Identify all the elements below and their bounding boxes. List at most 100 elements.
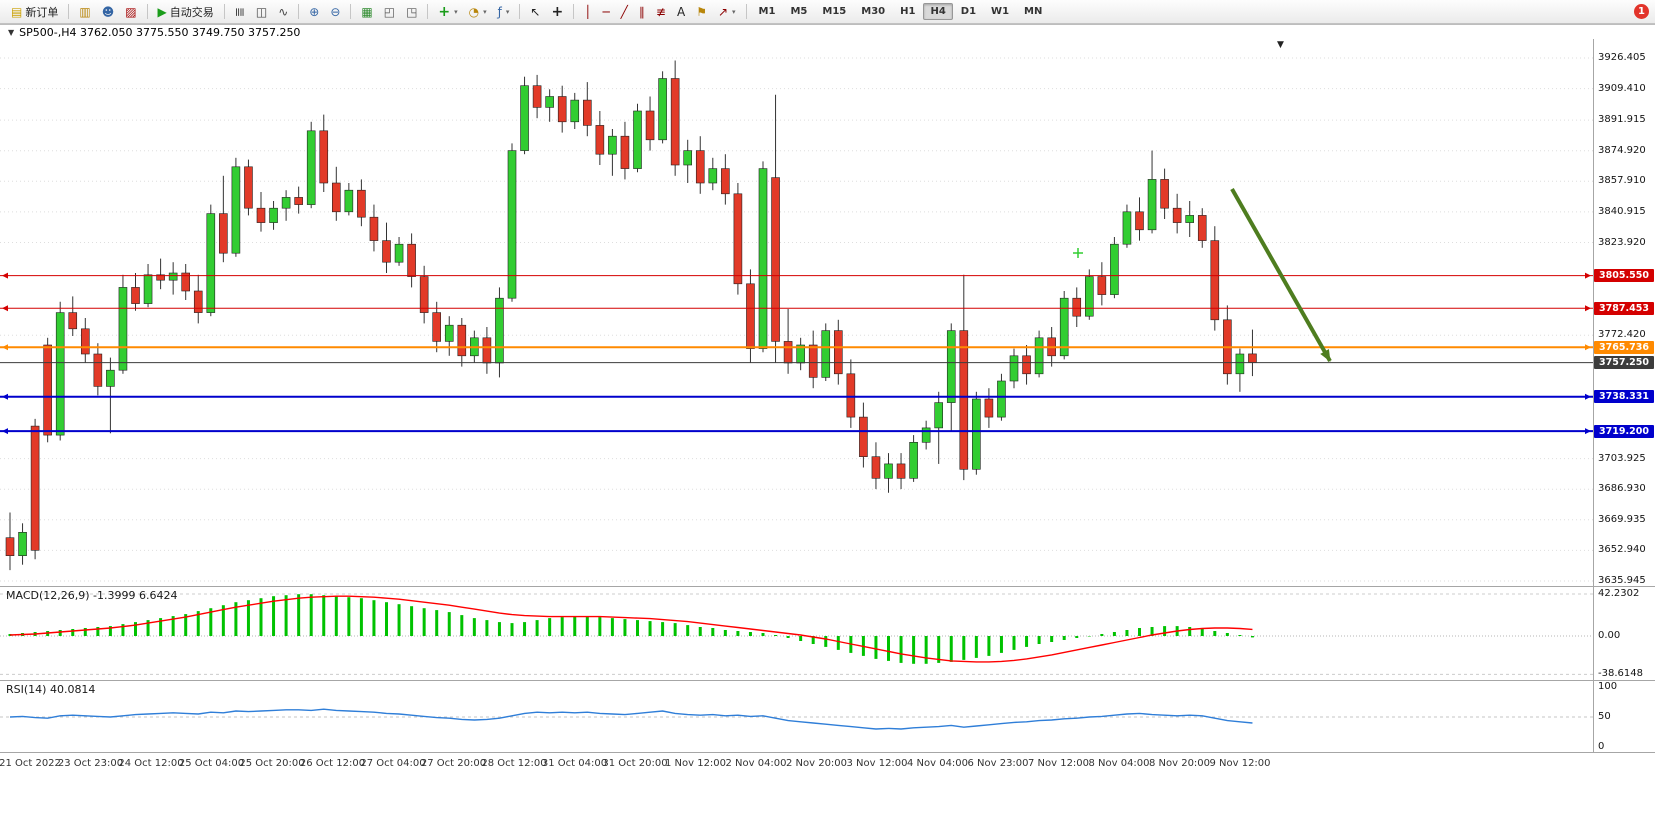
price-axis-label: 3857.910 <box>1598 175 1646 187</box>
channel-button[interactable]: ∥ <box>634 2 650 21</box>
dropdown-caret-icon: ▾ <box>483 7 487 16</box>
arrange-windows-button[interactable]: ◳ <box>401 2 422 21</box>
news-icon: ▨ <box>125 4 137 19</box>
fibonacci-button[interactable]: ≢ <box>651 2 671 21</box>
timeframe-m1[interactable]: M1 <box>758 6 776 17</box>
price-badge: 3719.200 <box>1594 424 1654 438</box>
text-button[interactable]: A <box>672 2 690 21</box>
new-chart-button[interactable]: + ▾ <box>433 2 462 21</box>
charts-icon: ▥ <box>79 4 91 19</box>
time-axis-label: 6 Nov 23:00 <box>967 758 1029 769</box>
vertical-line-icon: │ <box>584 4 592 19</box>
macd-scale[interactable]: 42.2302 0.00 -38.6148 <box>1593 586 1655 680</box>
news-button[interactable]: ▨ <box>120 2 141 21</box>
vertical-line-button[interactable]: │ <box>579 2 596 21</box>
toolbar-separator <box>427 4 429 19</box>
timeframe-m5[interactable]: M5 <box>790 6 808 17</box>
charts-button[interactable]: ▥ <box>74 2 95 21</box>
cursor-button[interactable]: ↖ <box>525 2 545 21</box>
rsi-axis-label: 50 <box>1598 711 1611 722</box>
line-chart-icon: ∿ <box>278 4 289 19</box>
tile-windows-button[interactable]: ▦ <box>356 2 377 21</box>
time-axis-label: 7 Nov 12:00 <box>1027 758 1090 769</box>
price-scale[interactable]: 3926.405 3909.410 3891.915 3874.920 3857.910… <box>1593 39 1655 586</box>
line-end-arrow-icon <box>2 393 8 400</box>
indicators-button[interactable]: ƒ ▾ <box>493 2 515 21</box>
timeframe-h4[interactable]: H4 <box>923 3 953 20</box>
crosshair-button[interactable]: + <box>546 2 568 21</box>
time-axis-label: 25 Oct 20:00 <box>239 758 305 769</box>
line-end-arrow-icon <box>1585 272 1591 279</box>
price-badge: 3757.250 <box>1594 356 1654 370</box>
cross-marker[interactable] <box>1073 248 1083 258</box>
time-axis-label: 27 Oct 04:00 <box>360 758 426 769</box>
arrows-button[interactable]: ↗ ▾ <box>713 2 741 21</box>
rsi-line <box>9 708 1253 730</box>
trend-arrow-object[interactable] <box>1230 188 1332 362</box>
dropdown-caret-icon: ▾ <box>454 7 458 16</box>
price-axis-label: 3840.915 <box>1598 205 1646 217</box>
tile-windows-icon: ▦ <box>361 4 373 19</box>
zoom-in-button[interactable]: ⊕ <box>304 2 324 21</box>
toolbar-separator <box>223 4 225 19</box>
time-axis-label: 9 Nov 12:00 <box>1209 758 1271 769</box>
line-end-arrow-icon <box>2 428 8 435</box>
label-button[interactable]: ⚑ <box>691 2 712 21</box>
macd-canvas[interactable] <box>0 587 1593 681</box>
cursor-icon: ↖ <box>530 4 541 19</box>
toolbar-separator <box>146 4 148 19</box>
bar-chart-button[interactable]: ≣ <box>230 2 250 21</box>
line-end-arrow-icon <box>2 305 8 312</box>
profiles-button[interactable]: ☻ <box>97 2 120 21</box>
timeframe-w1[interactable]: W1 <box>991 6 1010 17</box>
new-order-button[interactable]: ▤ 新订单 <box>6 2 63 21</box>
price-axis-label: 3823.920 <box>1598 236 1646 248</box>
trendline-icon: ╱ <box>620 4 628 19</box>
rsi-axis-label: 0 <box>1598 741 1605 752</box>
timeframe-d1[interactable]: D1 <box>960 6 977 17</box>
time-axis-label: 8 Nov 04:00 <box>1088 758 1150 769</box>
main-chart-canvas[interactable] <box>0 39 1593 586</box>
macd-signal-line <box>9 595 1253 663</box>
line-chart-button[interactable]: ∿ <box>273 2 293 21</box>
rsi-panel: RSI(14) 40.0814 <box>0 680 1593 752</box>
chart-shift-marker-icon[interactable]: ▼ <box>1277 40 1284 50</box>
rsi-canvas[interactable] <box>0 681 1593 753</box>
candlestick-chart-button[interactable]: ◫ <box>251 2 272 21</box>
time-axis-label: 31 Oct 04:00 <box>541 758 608 769</box>
price-axis-label: 3926.405 <box>1598 52 1646 63</box>
timeframe-h1[interactable]: H1 <box>900 6 916 17</box>
toolbar-separator <box>573 4 575 19</box>
notification-badge[interactable]: 1 <box>1634 4 1649 19</box>
time-scale[interactable]: 21 Oct 2022 23 Oct 23:00 24 Oct 12:00 25 Oc… <box>0 752 1655 776</box>
candlestick-series[interactable] <box>5 60 1257 571</box>
horizontal-line-icon: ─ <box>602 4 610 19</box>
toolbar-separator <box>519 4 521 19</box>
zoom-in-icon: ⊕ <box>309 4 320 19</box>
autotrading-play-icon: ▶ <box>157 4 167 19</box>
trendline-button[interactable]: ╱ <box>616 2 633 21</box>
price-axis-label: 3874.920 <box>1598 144 1646 156</box>
rsi-scale[interactable]: 100 50 0 <box>1593 680 1655 752</box>
horizontal-line-button[interactable]: ─ <box>597 2 614 21</box>
toolbar-separator <box>350 4 352 19</box>
time-axis-label: 1 Nov 12:00 <box>664 758 727 769</box>
time-axis-label: 21 Oct 2022 <box>0 758 61 769</box>
period-clock-button[interactable]: ◔ ▾ <box>464 2 492 21</box>
collapse-triangle-icon[interactable]: ▼ <box>8 27 15 37</box>
autotrading-button[interactable]: ▶ 自动交易 <box>153 2 219 21</box>
zoom-out-icon: ⊖ <box>330 4 341 19</box>
profiles-icon: ☻ <box>101 4 115 19</box>
toolbar-separator <box>745 4 747 19</box>
timeframe-mn[interactable]: MN <box>1024 6 1043 17</box>
macd-label: MACD(12,26,9) -1.3999 6.6424 <box>6 589 178 602</box>
macd-panel: MACD(12,26,9) -1.3999 6.6424 <box>0 586 1593 680</box>
price-axis-label: 3635.945 <box>1598 575 1646 586</box>
time-axis-label: 31 Oct 20:00 <box>602 758 668 769</box>
cascade-windows-button[interactable]: ◰ <box>379 2 400 21</box>
toolbar-separator <box>68 4 70 19</box>
macd-axis-label: -38.6148 <box>1598 668 1643 680</box>
timeframe-m15[interactable]: M15 <box>822 6 847 17</box>
zoom-out-button[interactable]: ⊖ <box>325 2 345 21</box>
timeframe-m30[interactable]: M30 <box>861 6 886 17</box>
